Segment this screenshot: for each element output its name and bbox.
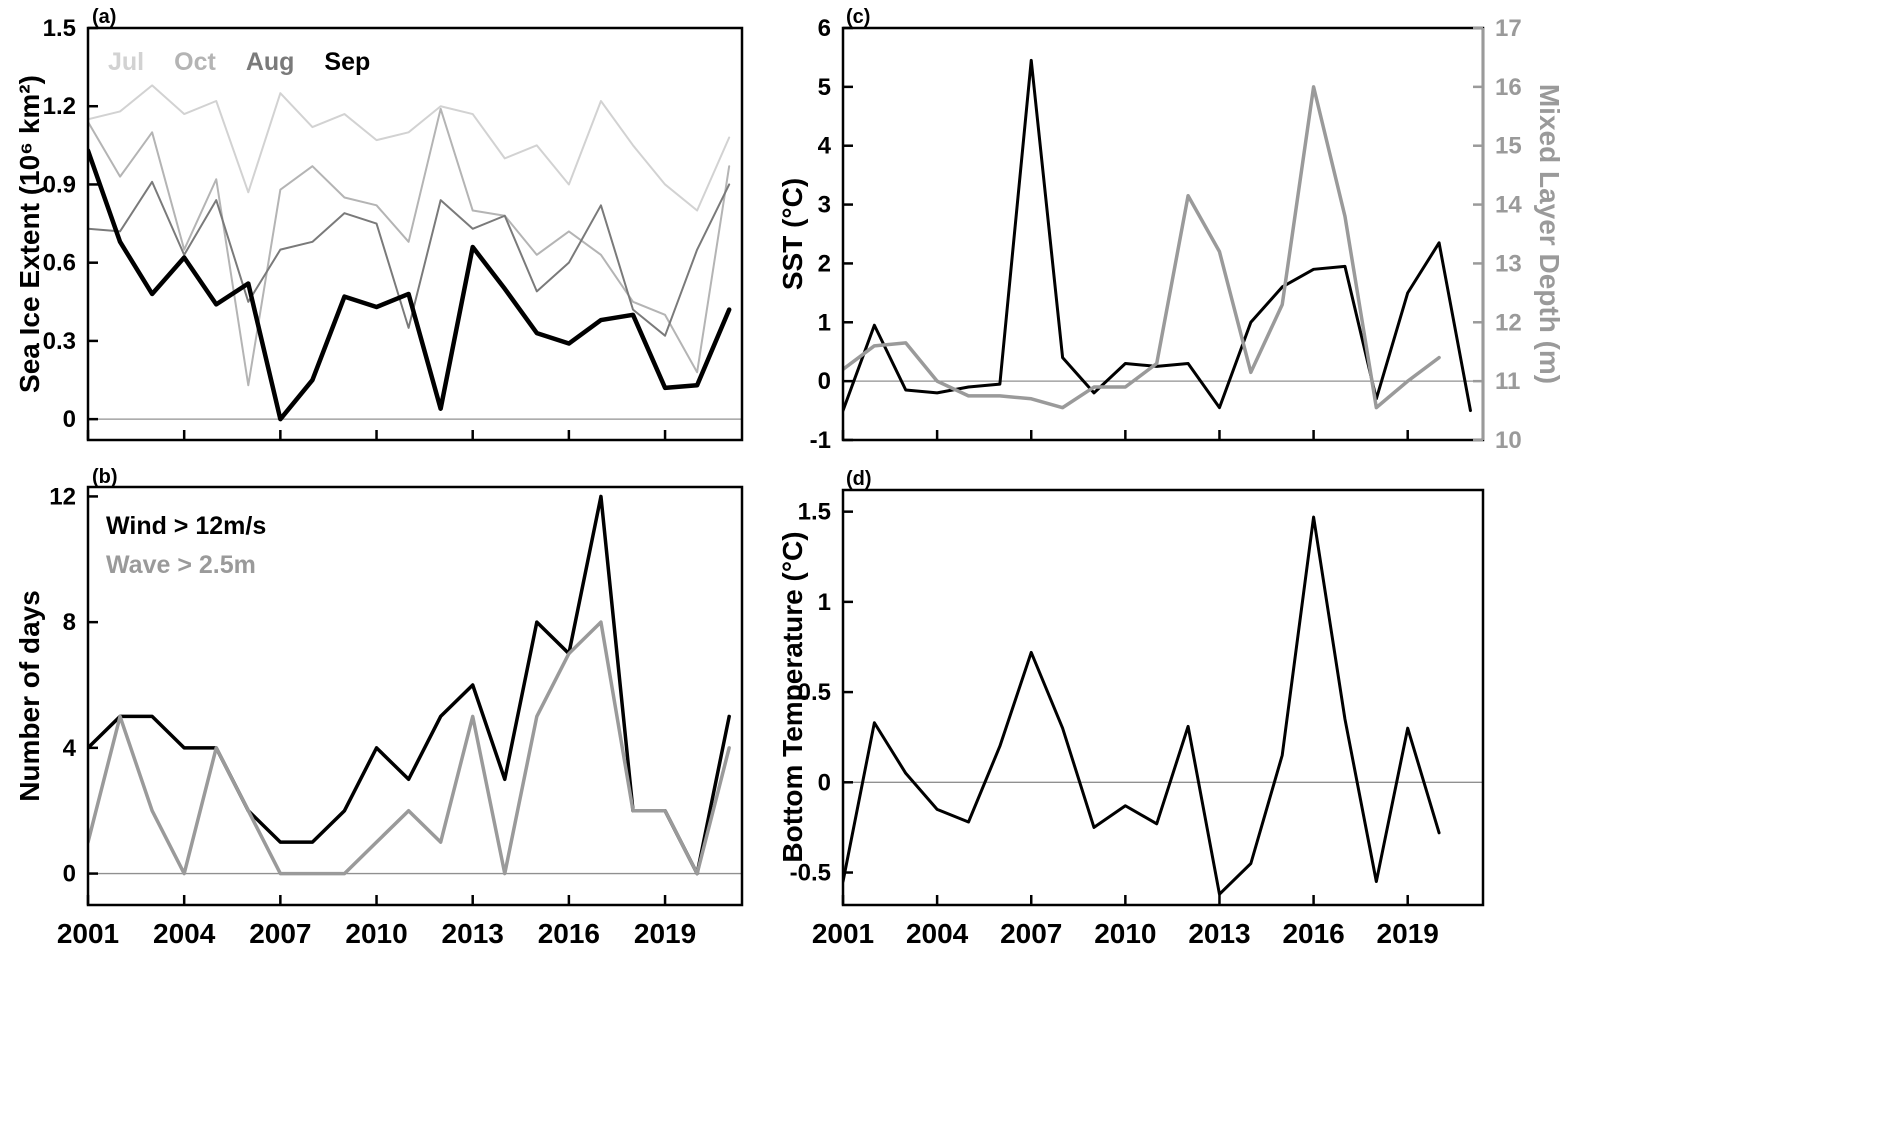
svg-text:2007: 2007 <box>1000 918 1062 949</box>
svg-text:10: 10 <box>1495 427 1522 454</box>
legend-aug: Aug <box>245 48 295 76</box>
panel-d-label: (d) <box>846 468 872 490</box>
panel-c-label: (c) <box>846 6 871 28</box>
svg-text:16: 16 <box>1495 74 1522 101</box>
svg-text:5: 5 <box>818 74 831 101</box>
svg-text:13: 13 <box>1495 250 1522 277</box>
panel-b-ylabel: Number of days <box>14 590 45 802</box>
svg-text:2001: 2001 <box>812 918 874 949</box>
legend-sep: Sep <box>324 48 371 76</box>
panel-b-legend: Wind > 12m/s Wave > 2.5m <box>106 512 266 590</box>
legend-oct: Oct <box>174 48 216 76</box>
svg-text:0: 0 <box>63 861 76 888</box>
svg-text:2004: 2004 <box>153 918 216 949</box>
svg-text:2: 2 <box>818 250 831 277</box>
svg-text:4: 4 <box>818 133 832 160</box>
svg-text:0.3: 0.3 <box>43 328 76 355</box>
svg-text:15: 15 <box>1495 133 1522 160</box>
svg-text:-0.5: -0.5 <box>790 860 831 887</box>
panel-b-label: (b) <box>92 466 118 488</box>
panel-d-plot: 2001 2004 2007 2010 2013 2016 2019 -0.5 0 0.5 1 1.5 <box>790 488 1485 949</box>
panel-a-label: (a) <box>92 6 117 28</box>
svg-text:1.2: 1.2 <box>43 93 76 120</box>
panel-a-plot: 0 0.3 0.6 0.9 1.2 1.5 <box>43 15 744 442</box>
svg-text:2016: 2016 <box>1282 918 1344 949</box>
svg-text:2007: 2007 <box>249 918 311 949</box>
svg-text:14: 14 <box>1495 192 1522 219</box>
panel-a-ylabel: Sea Ice Extent (10⁶ km²) <box>14 75 45 393</box>
svg-text:2019: 2019 <box>634 918 696 949</box>
svg-text:0: 0 <box>63 406 76 433</box>
legend-jul: Jul <box>108 48 145 76</box>
legend-wind: Wind > 12m/s <box>106 512 267 540</box>
svg-text:1.5: 1.5 <box>43 15 76 42</box>
svg-text:2010: 2010 <box>1094 918 1156 949</box>
panel-c-ylabel: SST (°C) <box>777 177 808 291</box>
svg-text:1: 1 <box>818 309 831 336</box>
svg-text:17: 17 <box>1495 15 1522 42</box>
svg-text:4: 4 <box>63 735 77 762</box>
svg-text:0: 0 <box>818 368 831 395</box>
svg-text:1.5: 1.5 <box>798 499 831 526</box>
svg-text:2019: 2019 <box>1377 918 1439 949</box>
svg-text:3: 3 <box>818 192 831 219</box>
panel-c-right-ylabel: Mixed Layer Depth (m) <box>1534 83 1565 385</box>
svg-text:2013: 2013 <box>1188 918 1250 949</box>
svg-text:0.6: 0.6 <box>43 250 76 277</box>
panel-b-plot: 2001 2004 2007 2010 2013 2016 2019 0 4 8 12 <box>49 483 744 949</box>
svg-text:2013: 2013 <box>442 918 504 949</box>
svg-text:2010: 2010 <box>345 918 407 949</box>
svg-text:2001: 2001 <box>57 918 119 949</box>
svg-text:2016: 2016 <box>538 918 600 949</box>
svg-text:8: 8 <box>63 609 76 636</box>
svg-text:6: 6 <box>818 15 831 42</box>
panel-d-ylabel: Bottom Temperature (°C) <box>777 531 808 863</box>
svg-text:1: 1 <box>818 589 831 616</box>
panel-a-legend: Jul Oct Aug Sep <box>108 48 400 77</box>
svg-text:2004: 2004 <box>906 918 969 949</box>
svg-text:0.5: 0.5 <box>798 679 831 706</box>
svg-text:-1: -1 <box>810 427 831 454</box>
svg-text:12: 12 <box>49 483 76 510</box>
svg-text:0.9: 0.9 <box>43 171 76 198</box>
svg-text:12: 12 <box>1495 309 1522 336</box>
legend-wave: Wave > 2.5m <box>106 551 256 579</box>
svg-text:0: 0 <box>818 769 831 796</box>
svg-text:11: 11 <box>1495 368 1520 395</box>
